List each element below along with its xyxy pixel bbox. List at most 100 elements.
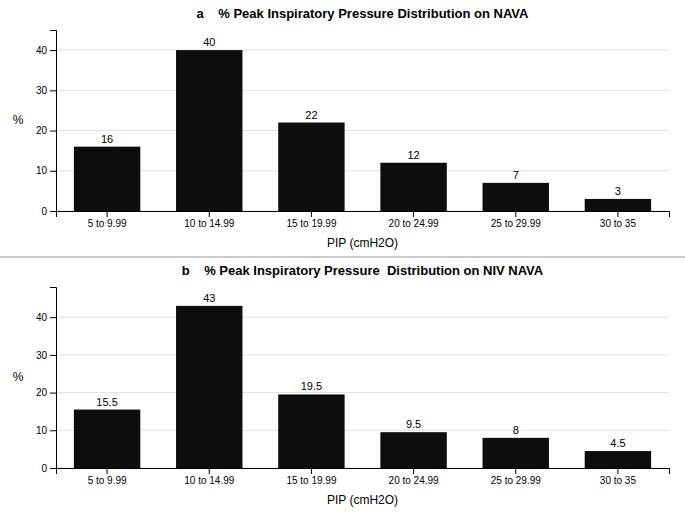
data-label: 19.5 — [301, 380, 322, 392]
x-tick-mark — [209, 211, 210, 217]
x-tick-label: 5 to 9.99 — [88, 218, 127, 229]
x-tick-mark — [107, 468, 108, 474]
x-tick-label: 30 to 35 — [600, 218, 637, 229]
x-tick-mark — [413, 211, 414, 217]
x-tick-mark — [311, 211, 312, 217]
bar — [278, 394, 344, 468]
x-tick-label: 10 to 14.99 — [184, 475, 234, 486]
x-axis-line — [57, 212, 670, 218]
y-axis-line — [50, 31, 57, 212]
x-tick: 15 to 19.99 — [286, 211, 336, 229]
x-tick-label: 20 to 24.99 — [389, 218, 439, 229]
x-tick: 25 to 29.99 — [491, 211, 541, 229]
x-axis-line — [57, 469, 670, 475]
y-axis-title: % — [13, 370, 24, 384]
panel: 15.54319.59.584.50102030405 to 9.9910 to… — [13, 263, 670, 507]
x-tick-label: 5 to 9.99 — [88, 475, 127, 486]
y-tick: 0 — [41, 463, 56, 474]
x-axis: 5 to 9.99 10 to 14.99 15 to 19.99 20 to 24.… — [57, 211, 670, 229]
x-tick-mark — [617, 468, 618, 474]
bar — [74, 410, 140, 468]
y-tick-mark — [50, 393, 56, 394]
x-tick: 20 to 24.99 — [389, 468, 439, 486]
separator — [0, 257, 685, 258]
x-tick-label: 30 to 35 — [600, 475, 637, 486]
x-tick-mark — [617, 211, 618, 217]
grid — [56, 317, 669, 468]
grid-line — [56, 130, 669, 131]
bar — [483, 438, 549, 468]
grid-line — [56, 354, 669, 355]
x-tick: 5 to 9.99 — [88, 468, 127, 486]
bar — [176, 306, 242, 468]
x-tick-label: 25 to 29.99 — [491, 475, 541, 486]
y-tick-label: 30 — [36, 350, 48, 361]
x-tick: 10 to 14.99 — [184, 211, 234, 229]
data-label: 15.5 — [96, 396, 117, 408]
data-label: 16 — [101, 133, 113, 145]
x-tick-mark — [107, 211, 108, 217]
y-tick-mark — [50, 468, 56, 469]
y-tick-label: 0 — [41, 206, 47, 217]
x-tick: 30 to 35 — [600, 211, 637, 229]
y-axis-title: % — [13, 113, 24, 127]
x-tick: 25 to 29.99 — [491, 468, 541, 486]
y-tick: 20 — [36, 125, 56, 136]
y-axis: 010203040 — [36, 31, 57, 217]
y-tick-label: 40 — [36, 45, 48, 56]
x-tick-mark — [311, 468, 312, 474]
y-tick-mark — [50, 430, 56, 431]
y-tick: 0 — [41, 206, 56, 217]
y-tick-label: 30 — [36, 85, 48, 96]
y-tick-mark — [50, 171, 56, 172]
x-tick: 30 to 35 — [600, 468, 637, 486]
grid-line — [56, 50, 669, 51]
grid — [56, 50, 669, 211]
panel: 16402212730102030405 to 9.9910 to 14.991… — [13, 6, 670, 250]
x-tick-label: 10 to 14.99 — [184, 218, 234, 229]
grid-line — [56, 392, 669, 393]
y-tick: 20 — [36, 387, 56, 398]
data-label: 4.5 — [610, 437, 625, 449]
x-axis-title: PIP (cmH2O) — [327, 236, 398, 250]
data-label: 9.5 — [406, 418, 421, 430]
bar — [483, 183, 549, 211]
x-axis: 5 to 9.99 10 to 14.99 15 to 19.99 20 to 24.… — [57, 468, 670, 486]
y-tick: 10 — [36, 425, 56, 436]
y-axis-line — [50, 288, 57, 469]
x-tick: 5 to 9.99 — [88, 211, 127, 229]
data-label: 3 — [615, 185, 621, 197]
data-labels: 16 40 22 12 7 3 — [101, 36, 621, 197]
x-tick-label: 25 to 29.99 — [491, 218, 541, 229]
data-labels: 15.54319.59.584.5 — [96, 292, 625, 449]
y-axis: 0 10 20 30 40 — [36, 288, 57, 474]
data-label: 7 — [513, 169, 519, 181]
x-tick-label: 15 to 19.99 — [286, 475, 336, 486]
x-tick-label: 20 to 24.99 — [389, 475, 439, 486]
bar — [278, 123, 344, 211]
data-label: 40 — [203, 36, 215, 48]
y-tick: 40 — [36, 312, 56, 323]
bar — [380, 163, 446, 211]
y-tick-mark — [50, 355, 56, 356]
y-tick-mark — [50, 90, 56, 91]
y-tick-mark — [50, 211, 56, 212]
y-tick-label: 40 — [36, 312, 48, 323]
bar — [380, 432, 446, 468]
bar — [176, 50, 242, 211]
y-tick-label: 20 — [36, 387, 48, 398]
y-tick-mark — [50, 131, 56, 132]
x-tick-mark — [209, 468, 210, 474]
grid-line — [56, 317, 669, 318]
data-label: 12 — [407, 149, 419, 161]
y-tick: 40 — [36, 45, 56, 56]
y-tick: 30 — [36, 85, 56, 96]
x-axis-title: PIP (cmH2O) — [327, 493, 398, 507]
bar — [74, 147, 140, 211]
x-tick-mark — [515, 468, 516, 474]
x-tick: 10 to 14.99 — [184, 468, 234, 486]
grid-line — [56, 430, 669, 431]
data-label: 22 — [305, 109, 317, 121]
x-tick: 20 to 24.99 — [389, 211, 439, 229]
bar — [585, 199, 651, 211]
